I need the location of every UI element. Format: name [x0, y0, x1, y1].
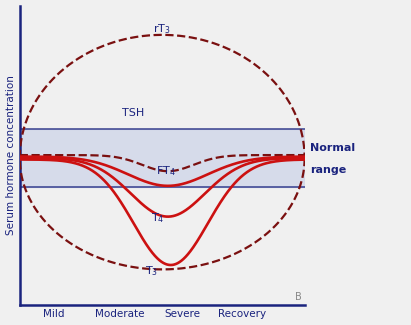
Text: T$_3$: T$_3$ [145, 264, 158, 278]
Text: Normal: Normal [310, 143, 356, 153]
Text: rT$_3$: rT$_3$ [153, 22, 171, 36]
Y-axis label: Serum hormone concentration: Serum hormone concentration [6, 75, 16, 235]
Text: B: B [295, 292, 302, 302]
Text: T$_4$: T$_4$ [151, 211, 164, 225]
Bar [20, 129, 305, 187]
Text: range: range [310, 165, 346, 175]
Text: FT$_4$: FT$_4$ [157, 164, 176, 178]
Text: TSH: TSH [122, 108, 145, 118]
